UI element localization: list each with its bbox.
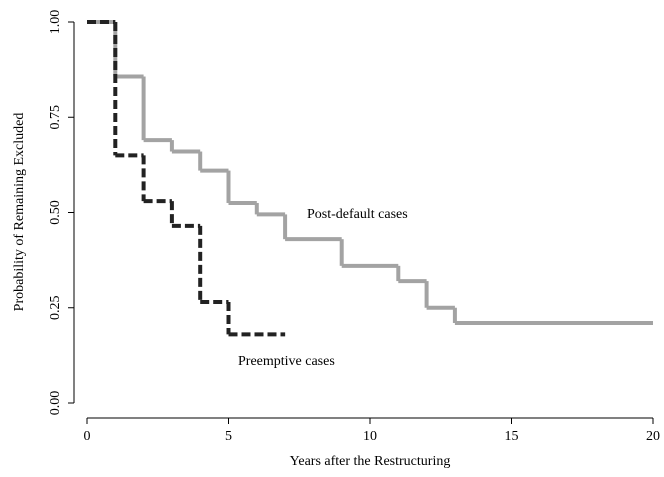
y-tick-label: 1.00 xyxy=(48,10,63,35)
y-axis-title: Probability of Remaining Excluded xyxy=(12,113,27,312)
x-tick-label: 10 xyxy=(363,429,377,444)
x-tick-label: 5 xyxy=(225,429,232,444)
y-tick-label: 0.75 xyxy=(48,105,63,130)
x-axis-title: Years after the Restructuring xyxy=(290,454,451,469)
y-tick-label: 0.50 xyxy=(48,200,63,225)
x-tick-label: 15 xyxy=(505,429,519,444)
series-label: Preemptive cases xyxy=(238,354,335,369)
x-tick-label: 20 xyxy=(646,429,660,444)
x-tick-label: 0 xyxy=(84,429,91,444)
y-tick-label: 0.25 xyxy=(48,296,63,321)
series-label: Post-default cases xyxy=(307,207,408,222)
y-tick-label: 0.00 xyxy=(48,391,63,416)
